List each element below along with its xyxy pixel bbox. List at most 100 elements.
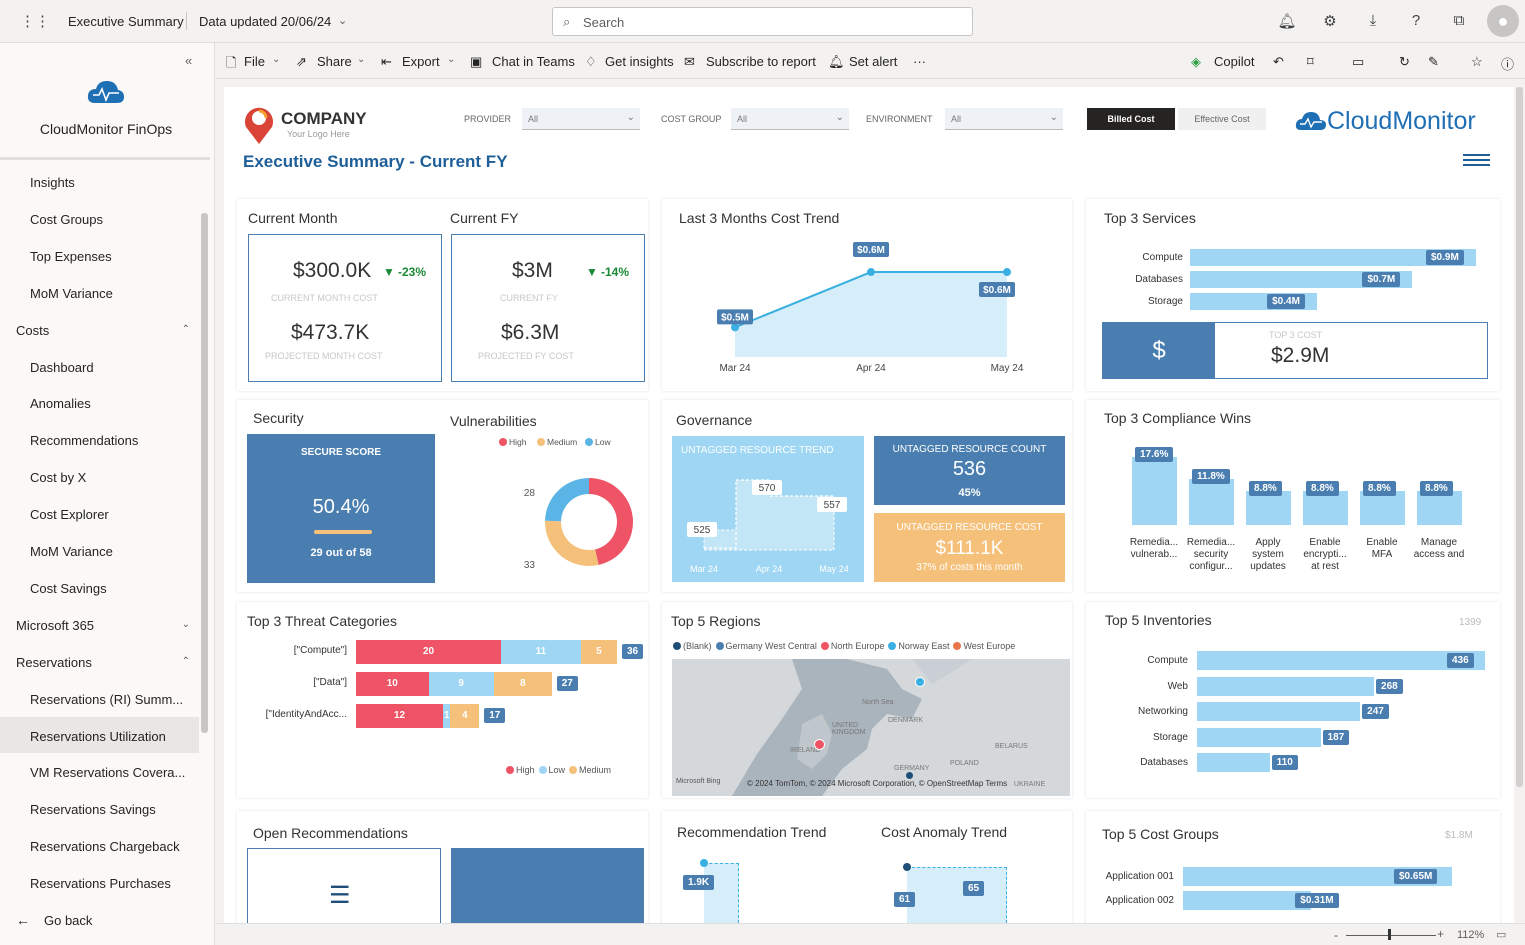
sidebar-item-insights[interactable]: Insights — [30, 175, 75, 190]
bell-icon[interactable]: 🔔︎ — [1277, 13, 1297, 30]
donut-slice-medium[interactable] — [545, 520, 599, 566]
arrow-left-icon[interactable]: ← — [16, 912, 30, 928]
sidebar-item-reservations-purchases[interactable]: Reservations Purchases — [30, 876, 171, 892]
trend-point[interactable] — [1003, 268, 1011, 277]
sidebar-item-dashboard[interactable]: Dashboard — [30, 359, 94, 375]
trend-point[interactable] — [867, 268, 875, 277]
more-options-button[interactable]: ··· — [913, 54, 926, 69]
zoom-slider[interactable] — [1346, 935, 1436, 936]
compliance-bar[interactable] — [1417, 491, 1462, 525]
file-menu[interactable]: File — [244, 54, 265, 69]
cost-group-dropdown[interactable]: All ⌄ — [731, 108, 849, 130]
bookmark-icon[interactable]: ⌑ — [1307, 54, 1314, 69]
threat-bar-low[interactable]: 9 — [428, 672, 494, 696]
environment-dropdown[interactable]: All ⌄ — [945, 108, 1063, 130]
avatar[interactable]: ● — [1487, 5, 1519, 37]
share-menu[interactable]: Share — [317, 54, 352, 69]
chat-in-teams-button[interactable]: Chat in Teams — [492, 54, 575, 69]
export-menu[interactable]: Export — [402, 54, 440, 69]
data-updated-dropdown[interactable]: Data updated 20/06/24 — [199, 14, 332, 29]
threat-bar-medium[interactable]: 4 — [450, 704, 480, 728]
threat-bar-low[interactable]: 1 — [443, 704, 451, 728]
threat-bar-high[interactable]: 12 — [356, 704, 443, 728]
inventory-bar[interactable] — [1197, 676, 1375, 696]
cost-group-bar[interactable] — [1183, 867, 1452, 886]
sidebar-item-reservations-chargeback[interactable]: Reservations Chargeback — [30, 839, 180, 855]
app-launcher-icon[interactable]: ⋮⋮ — [20, 13, 50, 30]
zoom-in-button[interactable]: + — [1437, 927, 1445, 941]
sidebar-item-mom-variance[interactable]: MoM Variance — [30, 544, 113, 559]
compliance-bar[interactable] — [1360, 491, 1405, 525]
sidebar-item-reservations-ri-summ[interactable]: Reservations (RI) Summ... — [30, 691, 184, 707]
share-people-icon[interactable]: ⧉ — [1453, 12, 1465, 29]
threat-bar-high[interactable]: 20 — [356, 640, 501, 664]
map-marker-north-europe[interactable] — [814, 739, 825, 750]
inventory-bar[interactable] — [1197, 727, 1321, 747]
sidebar-scrollbar[interactable] — [201, 213, 208, 733]
compliance-bar[interactable] — [1132, 457, 1177, 525]
info-icon[interactable]: ⓘ — [1501, 57, 1515, 72]
threat-bar-medium[interactable]: 5 — [580, 640, 617, 664]
cost-group-bar[interactable] — [1183, 891, 1312, 910]
effective-cost-toggle[interactable]: Effective Cost — [1178, 108, 1266, 130]
donut-slice-high[interactable] — [589, 478, 634, 565]
sidebar-item-reservations-utilization[interactable]: Reservations Utilization — [30, 728, 166, 744]
zoom-slider-thumb[interactable] — [1388, 929, 1391, 940]
zoom-out-button[interactable]: - — [1334, 928, 1338, 942]
search-input[interactable]: ⌕ Search — [552, 7, 973, 36]
chevron-up-icon[interactable]: ⌃ — [181, 655, 190, 667]
inventory-bar[interactable] — [1197, 702, 1361, 721]
inventory-bar[interactable] — [1197, 753, 1270, 772]
compliance-bar[interactable] — [1246, 491, 1291, 525]
help-icon[interactable]: ? — [1411, 12, 1421, 29]
canvas-scrollbar[interactable] — [1516, 87, 1523, 787]
chevron-up-icon[interactable]: ⌃ — [181, 323, 190, 335]
copilot-button[interactable]: Copilot — [1214, 54, 1255, 69]
sidebar-item-cost-by-x[interactable]: Cost by X — [30, 470, 87, 486]
compliance-bar[interactable] — [1189, 479, 1234, 525]
threat-bar-low[interactable]: 11 — [501, 640, 581, 664]
subscribe-button[interactable]: Subscribe to report — [706, 54, 816, 69]
sidebar-item-microsoft-365[interactable]: Microsoft 365 — [16, 617, 95, 633]
sidebar-item-mom-variance[interactable]: MoM Variance — [30, 285, 113, 301]
sidebar-item-vm-reservations-covera[interactable]: VM Reservations Covera... — [30, 765, 186, 781]
gear-icon[interactable]: ⚙ — [1323, 13, 1337, 30]
chevron-down-icon[interactable]: ⌄ — [181, 618, 190, 630]
donut-slice-low[interactable] — [545, 478, 589, 522]
inventory-bar[interactable] — [1197, 651, 1485, 670]
undo-icon[interactable]: ↶ — [1273, 54, 1284, 69]
map-marker-norway-east[interactable] — [915, 677, 925, 687]
hamburger-menu-icon[interactable] — [1463, 154, 1490, 166]
sidebar-item-anomalies[interactable]: Anomalies — [30, 396, 91, 412]
regions-map[interactable]: North Sea DENMARK UNITED KINGDOM IRELAND… — [672, 659, 1070, 796]
sidebar-item-costs[interactable]: Costs — [16, 322, 50, 338]
sidebar-item-cost-savings[interactable]: Cost Savings — [30, 580, 107, 596]
download-icon[interactable]: ⤓ — [1369, 12, 1377, 29]
sidebar-item-top-expenses[interactable]: Top Expenses — [30, 248, 112, 264]
threat-bar-high[interactable]: 10 — [356, 672, 429, 696]
billed-cost-toggle[interactable]: Billed Cost — [1087, 108, 1175, 130]
provider-dropdown[interactable]: All ⌄ — [522, 108, 640, 130]
comment-icon[interactable]: ✎ — [1428, 54, 1439, 69]
service-bar[interactable] — [1190, 249, 1476, 266]
view-icon[interactable]: ▭ — [1352, 54, 1365, 69]
sidebar-item-recommendations[interactable]: Recommendations — [30, 433, 139, 449]
map-marker-blank[interactable] — [906, 772, 913, 779]
refresh-icon[interactable]: ↻ — [1399, 54, 1410, 69]
get-insights-button[interactable]: Get insights — [605, 54, 674, 69]
cloud-logo-icon — [87, 81, 124, 103]
go-back-link[interactable]: Go back — [44, 913, 93, 928]
service-bar[interactable] — [1190, 271, 1413, 288]
sidebar-item-reservations[interactable]: Reservations — [16, 654, 92, 670]
sidebar-item-cost-groups[interactable]: Cost Groups — [30, 211, 103, 227]
sidebar-item-cost-explorer[interactable]: Cost Explorer — [30, 507, 109, 523]
fit-page-icon[interactable]: ▭ — [1496, 929, 1507, 941]
favorite-star-icon[interactable]: ☆ — [1471, 54, 1483, 69]
set-alert-button[interactable]: Set alert — [849, 54, 898, 69]
compliance-bar[interactable] — [1303, 491, 1348, 525]
map-label: UNITED KINGDOM — [832, 722, 866, 736]
trend-point[interactable] — [731, 323, 739, 332]
sidebar-item-reservations-savings[interactable]: Reservations Savings — [30, 802, 156, 818]
collapse-sidebar-icon[interactable]: « — [185, 53, 193, 68]
threat-bar-medium[interactable]: 8 — [493, 672, 552, 696]
